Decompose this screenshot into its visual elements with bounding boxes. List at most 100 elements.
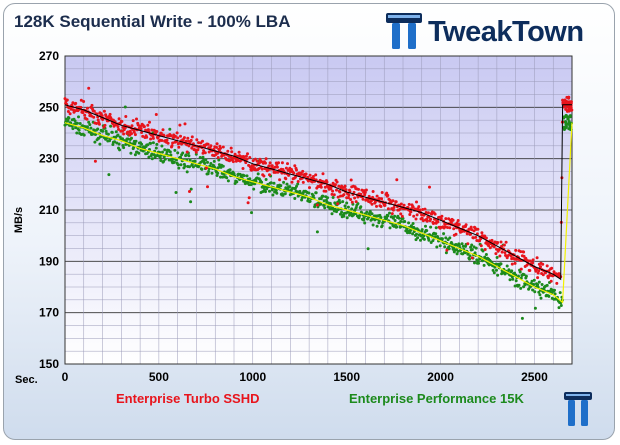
data-point [96,127,100,131]
data-point [314,191,318,195]
data-point [161,128,165,132]
data-point [536,271,540,275]
data-point [246,152,249,156]
data-point [100,114,104,118]
data-point [446,226,449,229]
data-point [541,262,545,266]
data-point [480,231,484,235]
data-point [447,247,451,251]
data-point [77,115,80,119]
data-point [436,220,440,224]
data-point [519,286,523,290]
data-point [176,151,180,155]
data-point [490,238,494,242]
chart-svg: 150 170 190 210 230 250 270 0 500 1000 1500 2000 25… [13,49,574,384]
data-point [349,198,353,201]
data-point [466,242,470,246]
data-point [363,191,367,194]
data-point [426,211,430,215]
data-point [308,199,312,203]
data-point [487,244,491,248]
data-point [183,122,187,126]
data-point [245,174,249,178]
data-point [176,136,180,140]
data-point [431,222,435,225]
data-point [558,291,562,295]
data-point [337,198,341,202]
data-point [456,219,460,222]
data-point [434,226,438,230]
data-point [193,159,197,163]
y-tick-label: 170 [39,306,59,320]
data-point [444,251,448,255]
data-point [504,240,508,244]
data-point [188,158,192,162]
data-point [185,150,189,154]
data-point [420,216,424,220]
data-point [354,200,358,204]
data-point [278,178,282,182]
data-point [268,161,272,165]
data-point [139,124,142,128]
data-point [500,250,504,254]
data-point [345,216,349,220]
data-point [315,203,319,207]
data-point [364,188,368,192]
data-point [409,210,413,214]
data-point [402,203,406,207]
data-point [85,117,89,121]
data-point [286,162,289,166]
data-point [196,148,200,152]
x-axis: 0 500 1000 1500 2000 2500 [62,370,548,384]
data-point [514,279,518,283]
data-point [435,245,439,249]
data-point [274,170,278,174]
y-tick-label: 150 [39,357,59,371]
data-point [442,232,446,236]
data-point [246,201,250,205]
data-point [537,269,541,273]
data-point [536,276,540,280]
data-point [335,180,339,184]
data-point [547,294,551,298]
data-point [88,123,92,127]
data-point [206,160,209,164]
data-point [561,98,565,102]
data-point [457,243,461,247]
data-point [471,236,475,240]
data-point [517,283,521,287]
data-point [75,131,79,135]
data-point [535,256,539,260]
data-point [216,171,220,175]
data-point [399,202,403,206]
data-point [234,157,238,161]
data-point [237,150,241,154]
data-point [139,127,143,131]
data-point [319,185,323,189]
data-point [167,158,171,162]
data-point [145,135,149,139]
x-tick-label: 2000 [427,370,454,384]
data-point [425,229,429,233]
data-point [470,256,474,260]
data-point [356,202,360,206]
data-point [362,216,366,220]
data-point [93,140,97,144]
data-point [260,180,264,184]
data-point [188,165,191,169]
data-point [301,169,305,173]
data-point [473,261,476,265]
data-point [209,162,213,165]
data-point [388,226,392,230]
data-point [568,121,572,125]
data-point [245,157,249,161]
series-line [64,122,573,304]
data-point [116,125,120,129]
data-point [386,193,390,197]
data-point [244,161,248,165]
data-point [141,134,145,138]
data-point [170,144,174,148]
data-point [206,142,210,146]
data-point [448,226,452,230]
data-point [117,117,121,121]
